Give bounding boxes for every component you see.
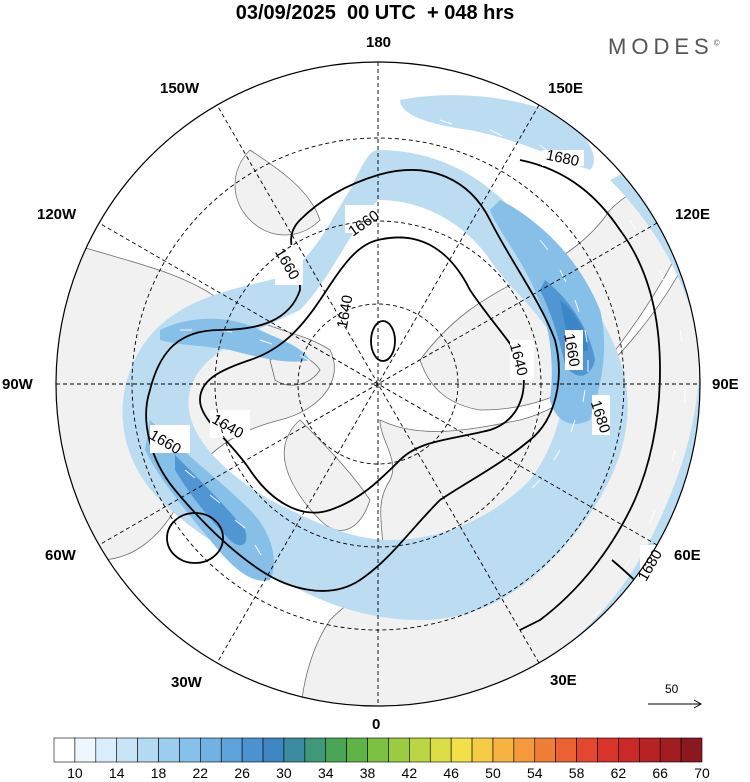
colorbar-cell — [471, 737, 494, 763]
longitude-label-60w: 60W — [45, 547, 76, 564]
colorbar-cell — [597, 737, 619, 763]
alaska-landmass — [234, 149, 321, 236]
vector-reference-arrow — [648, 699, 703, 709]
contour-label: 1640 — [334, 294, 357, 330]
wind-vector-canada — [180, 329, 311, 362]
contour-low-atlantic — [166, 512, 224, 564]
colorbar-tick-label: 58 — [569, 765, 585, 781]
colorbar-cell — [429, 737, 452, 763]
colorbar-tick-label: 46 — [443, 765, 459, 781]
colorbar-cell — [241, 737, 264, 763]
wind-band-light — [122, 150, 628, 620]
label-bg-1660-c — [565, 330, 583, 370]
colorbar-tick-label: 38 — [360, 765, 376, 781]
graticule — [56, 62, 700, 706]
map-title: 03/09/2025 00 UTC + 048 hrs — [235, 2, 515, 24]
colorbar-cell — [618, 737, 640, 763]
meridian-150e-30w — [216, 104, 540, 664]
height-contours — [145, 159, 661, 631]
colorbar-cell — [534, 737, 556, 763]
colorbar-cell — [513, 737, 536, 763]
contour-label: 1680 — [545, 147, 581, 171]
contour-low-arctic — [370, 320, 396, 362]
colorbar-cell — [179, 737, 201, 763]
colorbar-cell — [388, 737, 410, 763]
label-bg-1660-a — [345, 205, 383, 233]
colorbar-tick-label: 54 — [527, 765, 543, 781]
colorbar-cell — [116, 737, 138, 763]
colorbar-tick-label: 30 — [276, 765, 292, 781]
colorbar-cell — [74, 737, 97, 763]
modes-logo: MODES© — [608, 34, 720, 60]
colorbar-cell — [200, 737, 222, 763]
colorbar-cell — [304, 737, 327, 763]
label-bg-1660-b — [275, 245, 303, 285]
colorbar-cell — [325, 737, 347, 763]
colorbar-cell — [555, 737, 577, 763]
colorbar-cell — [346, 737, 368, 763]
colorbar-cell — [576, 737, 598, 763]
colorbar-tick-label: 62 — [611, 765, 627, 781]
longitude-label-120e: 120E — [675, 206, 711, 223]
colorbar-cell — [492, 737, 515, 763]
colorbar-tick-label: 66 — [652, 765, 668, 781]
contour-1680-east — [519, 159, 661, 631]
wind-vector-asia-jet — [519, 209, 589, 489]
longitude-label-0: 0 — [372, 716, 381, 733]
longitude-label-30e: 30E — [550, 672, 577, 689]
colorbar-cell — [283, 737, 306, 763]
colorbar-cell — [450, 737, 473, 763]
contour-label: 1660 — [560, 332, 583, 368]
longitude-label-60e: 60E — [674, 547, 701, 564]
colorbar-tick-label: 22 — [193, 765, 209, 781]
colorbar-cells — [53, 737, 703, 763]
longitude-label-30w: 30W — [171, 674, 202, 691]
colorbar-cell — [262, 737, 285, 763]
brand-name: MODES — [608, 34, 714, 59]
vector-reference-value: 50 — [665, 682, 679, 696]
contour-1660 — [145, 169, 560, 592]
label-bg-1640-c — [210, 410, 250, 438]
contour-1640 — [199, 236, 525, 514]
colorbar-cell — [220, 737, 243, 763]
colorbar-cell — [367, 737, 389, 763]
map-boundary — [55, 61, 701, 707]
longitude-label-180: 180 — [366, 34, 392, 51]
colorbar-tick-label: 70 — [694, 765, 710, 781]
label-bg-1640-a — [332, 290, 354, 330]
label-bg-1640-b — [510, 340, 534, 380]
colorbar-cell — [638, 737, 661, 763]
colorbar-cell — [53, 737, 76, 763]
longitude-label-150w: 150W — [160, 80, 200, 97]
colorbar-cell — [680, 737, 703, 763]
copyright-mark: © — [713, 38, 720, 48]
longitude-label-90e: 90E — [712, 376, 739, 393]
colorbar-tick-label: 26 — [234, 765, 250, 781]
colorbar-cell — [158, 737, 180, 763]
colorbar-tick-label: 34 — [318, 765, 334, 781]
label-bg-1680-b — [592, 395, 610, 435]
colorbar-tick-label: 14 — [109, 765, 125, 781]
longitude-label-120w: 120W — [37, 206, 77, 223]
colorbar-tick-label: 18 — [151, 765, 167, 781]
polar-wind-map: 1680 1680 1680 1660 1660 1660 1660 1640 … — [55, 61, 701, 707]
wind-band-canada — [160, 318, 310, 362]
colorbar-tick-label: 42 — [402, 765, 418, 781]
colorbar-cell — [409, 737, 431, 763]
vector-reference-head — [693, 699, 703, 709]
colorbar-cell — [659, 737, 682, 763]
colorbar-cell — [137, 737, 159, 763]
colorbar-ticks: 10 14 18 22 26 30 34 38 42 46 50 54 58 62 66 70 — [67, 765, 710, 781]
colorbar-tick-label: 50 — [485, 765, 501, 781]
colorbar: 10 14 18 22 26 30 34 38 42 46 50 54 58 62 66 70 — [53, 737, 710, 781]
wind-core-atlantic — [175, 455, 247, 546]
wind-vector-east-asia — [591, 219, 686, 619]
longitude-label-150e: 150E — [548, 80, 584, 97]
colorbar-cell — [95, 737, 118, 763]
label-bg-1680-a — [542, 150, 584, 166]
colorbar-tick-label: 10 — [67, 765, 83, 781]
label-bg-1660-d — [150, 425, 190, 453]
longitude-label-90w: 90W — [2, 376, 33, 393]
